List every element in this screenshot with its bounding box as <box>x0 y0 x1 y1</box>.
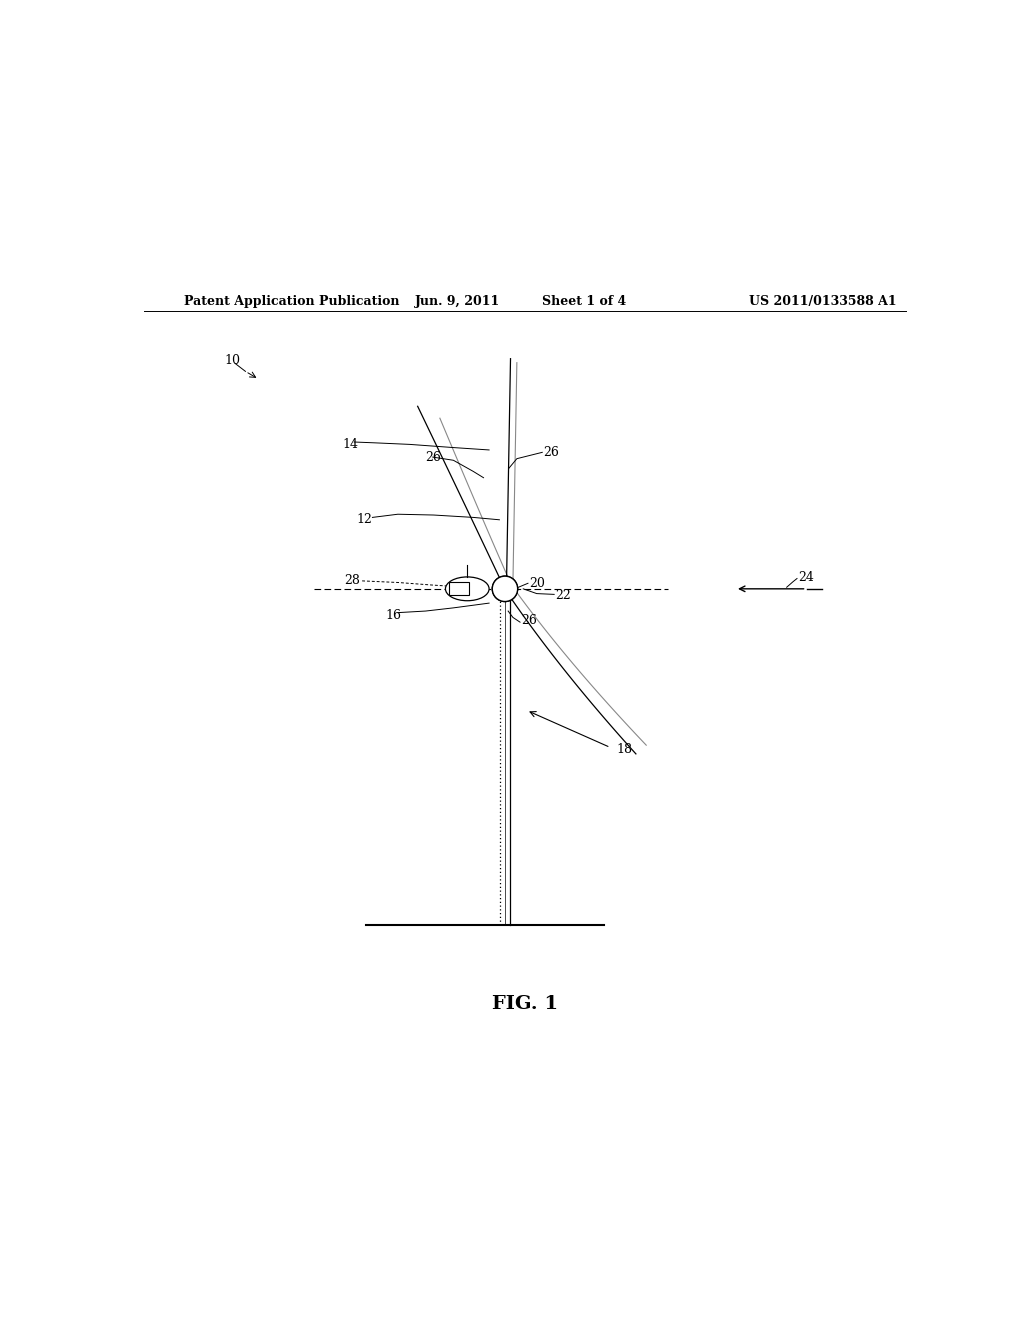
Text: 10: 10 <box>225 354 241 367</box>
Text: 18: 18 <box>616 743 632 756</box>
Ellipse shape <box>445 577 489 601</box>
Text: 14: 14 <box>342 438 358 451</box>
Text: Jun. 9, 2011: Jun. 9, 2011 <box>415 296 500 308</box>
Text: 22: 22 <box>555 589 570 602</box>
Text: 12: 12 <box>356 513 373 527</box>
Text: Patent Application Publication: Patent Application Publication <box>183 296 399 308</box>
Text: 28: 28 <box>344 574 359 587</box>
Text: 20: 20 <box>528 577 545 590</box>
Bar <box>450 582 469 595</box>
Circle shape <box>493 576 518 602</box>
Text: 26: 26 <box>543 446 559 459</box>
Text: 24: 24 <box>799 572 814 585</box>
Text: 26: 26 <box>426 451 441 465</box>
Circle shape <box>493 576 518 602</box>
Text: FIG. 1: FIG. 1 <box>492 995 558 1012</box>
Text: 16: 16 <box>386 609 401 622</box>
Text: Sheet 1 of 4: Sheet 1 of 4 <box>542 296 627 308</box>
Text: US 2011/0133588 A1: US 2011/0133588 A1 <box>749 296 896 308</box>
Text: 26: 26 <box>521 614 537 627</box>
